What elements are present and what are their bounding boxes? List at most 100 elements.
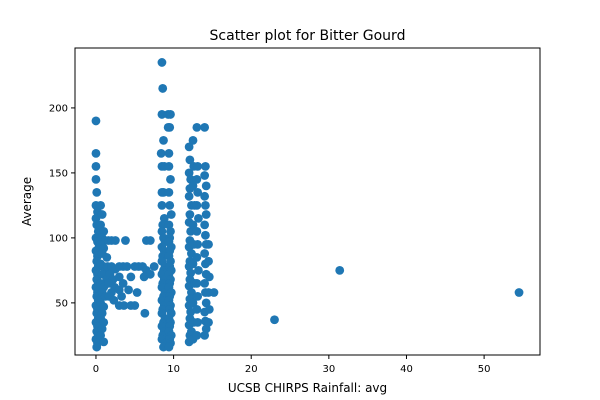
y-tick-label-100: 100 bbox=[49, 233, 68, 244]
plot-frame bbox=[74, 47, 541, 356]
data-point-0-85 bbox=[122, 262, 132, 271]
x-tick-label-50: 50 bbox=[478, 364, 491, 375]
data-point-0-100 bbox=[145, 269, 155, 279]
data-point-0-45 bbox=[102, 252, 112, 262]
data-point-0-4 bbox=[92, 188, 102, 197]
data-point-0-84 bbox=[121, 236, 130, 245]
data-point-0-62 bbox=[99, 337, 109, 347]
data-point-0-1 bbox=[91, 149, 101, 158]
data-point-0-219 bbox=[193, 188, 203, 197]
data-point-0-177 bbox=[164, 342, 174, 352]
data-point-0-146 bbox=[166, 175, 175, 184]
data-point-0-257 bbox=[209, 288, 219, 297]
data-point-0-227 bbox=[193, 291, 203, 301]
data-point-0-233 bbox=[200, 171, 210, 180]
data-point-0-179 bbox=[185, 155, 195, 165]
data-point-0-237 bbox=[201, 210, 211, 219]
data-point-0-258 bbox=[270, 315, 279, 325]
data-point-0-241 bbox=[200, 249, 210, 258]
data-point-0-87 bbox=[124, 285, 133, 295]
data-point-0-218 bbox=[192, 175, 202, 184]
data-point-0-145 bbox=[164, 162, 174, 171]
data-point-0-234 bbox=[201, 181, 211, 191]
y-tick-label-200: 200 bbox=[49, 103, 68, 114]
data-point-0-183 bbox=[184, 191, 194, 201]
data-point-0-3 bbox=[91, 175, 101, 184]
y-axis-ticks: 50 100 150 200 bbox=[49, 103, 75, 309]
data-points bbox=[91, 58, 524, 352]
data-point-0-148 bbox=[165, 201, 175, 210]
data-point-0-151 bbox=[166, 226, 175, 236]
data-point-0-238 bbox=[200, 220, 210, 230]
data-point-0-86 bbox=[126, 272, 136, 282]
data-point-0-110 bbox=[157, 201, 167, 210]
data-point-0-236 bbox=[201, 201, 210, 210]
data-point-0-36 bbox=[96, 201, 106, 210]
data-point-0-83 bbox=[119, 301, 129, 310]
data-point-0-226 bbox=[192, 278, 202, 288]
data-point-0-81 bbox=[117, 291, 126, 301]
data-point-0-96 bbox=[140, 308, 150, 318]
data-point-0-99 bbox=[149, 262, 159, 271]
x-axis-label: UCSB CHIRPS Rainfall: avg bbox=[228, 381, 387, 395]
data-point-0-229 bbox=[193, 317, 203, 327]
x-tick-label-20: 20 bbox=[245, 364, 258, 375]
data-point-0-228 bbox=[192, 304, 202, 314]
data-point-0-104 bbox=[159, 136, 168, 145]
chart-title: Scatter plot for Bitter Gourd bbox=[210, 28, 406, 44]
data-point-0-252 bbox=[204, 256, 213, 266]
data-point-0-205 bbox=[188, 136, 198, 145]
data-point-0-256 bbox=[204, 317, 213, 327]
data-point-0-79 bbox=[118, 278, 128, 288]
data-point-0-211 bbox=[188, 259, 198, 269]
data-point-0-101 bbox=[157, 58, 167, 67]
x-tick-label-40: 40 bbox=[400, 364, 413, 375]
data-point-0-239 bbox=[201, 230, 210, 240]
data-point-0-259 bbox=[335, 265, 345, 275]
data-point-0-35 bbox=[92, 342, 102, 352]
data-point-0-141 bbox=[166, 110, 175, 119]
data-point-0-90 bbox=[132, 288, 142, 297]
data-point-0-144 bbox=[164, 149, 174, 158]
data-point-0-223 bbox=[193, 239, 203, 249]
data-point-0-75 bbox=[109, 295, 119, 305]
data-point-0-244 bbox=[200, 278, 210, 288]
y-tick-label-150: 150 bbox=[49, 168, 68, 179]
data-point-0-207 bbox=[188, 181, 198, 191]
data-point-0-216 bbox=[192, 123, 202, 132]
data-point-0-235 bbox=[200, 191, 210, 201]
data-point-0-78 bbox=[114, 272, 124, 282]
x-tick-label-0: 0 bbox=[93, 364, 99, 375]
x-tick-label-10: 10 bbox=[167, 364, 180, 375]
data-point-0-37 bbox=[97, 210, 107, 219]
data-point-0-217 bbox=[193, 162, 203, 171]
x-tick-label-30: 30 bbox=[322, 364, 335, 375]
x-axis-ticks: 0 10 20 30 40 50 bbox=[93, 355, 491, 375]
data-point-0-221 bbox=[194, 214, 203, 223]
y-tick-label-50: 50 bbox=[55, 298, 68, 309]
data-point-0-209 bbox=[188, 220, 198, 230]
data-point-0-224 bbox=[192, 252, 202, 262]
data-point-0-0 bbox=[91, 116, 101, 126]
data-point-0-253 bbox=[204, 272, 214, 282]
data-point-0-225 bbox=[194, 265, 203, 275]
data-point-0-260 bbox=[514, 288, 524, 297]
data-point-0-98 bbox=[145, 236, 155, 245]
data-point-0-230 bbox=[192, 330, 202, 340]
y-axis-label: Average bbox=[20, 177, 34, 226]
data-point-0-103 bbox=[157, 110, 167, 119]
data-point-0-193 bbox=[186, 268, 196, 278]
data-point-0-251 bbox=[204, 239, 213, 249]
data-point-0-149 bbox=[166, 210, 176, 219]
data-point-0-213 bbox=[188, 298, 198, 308]
data-point-0-143 bbox=[165, 123, 175, 132]
data-point-0-231 bbox=[200, 123, 210, 132]
data-point-0-2 bbox=[91, 162, 101, 171]
data-point-0-112 bbox=[158, 220, 168, 230]
data-point-0-255 bbox=[204, 304, 214, 314]
data-point-0-102 bbox=[158, 84, 168, 93]
data-point-0-220 bbox=[192, 201, 202, 210]
